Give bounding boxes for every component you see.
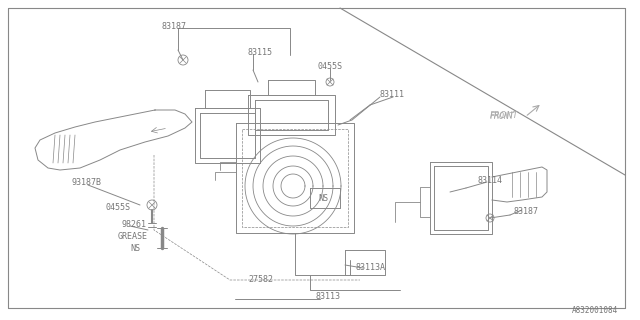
Text: 83187: 83187 — [514, 207, 539, 216]
Text: 83111: 83111 — [380, 90, 405, 99]
Text: 27582: 27582 — [248, 275, 273, 284]
Text: 83187: 83187 — [162, 22, 187, 31]
Text: FRONT: FRONT — [490, 112, 515, 121]
Text: 83114: 83114 — [478, 176, 503, 185]
Text: NS: NS — [130, 244, 140, 253]
Text: 83113: 83113 — [315, 292, 340, 301]
Text: NS: NS — [318, 194, 328, 203]
Text: 0455S: 0455S — [106, 203, 131, 212]
Text: 83115: 83115 — [247, 48, 272, 57]
Text: 93187B: 93187B — [72, 178, 102, 187]
Text: 0455S: 0455S — [318, 62, 343, 71]
Text: 98261: 98261 — [122, 220, 147, 229]
Text: A832001084: A832001084 — [572, 306, 618, 315]
Text: 83113A: 83113A — [355, 263, 385, 272]
Text: GREASE: GREASE — [118, 232, 148, 241]
Text: FRONT: FRONT — [490, 110, 519, 119]
